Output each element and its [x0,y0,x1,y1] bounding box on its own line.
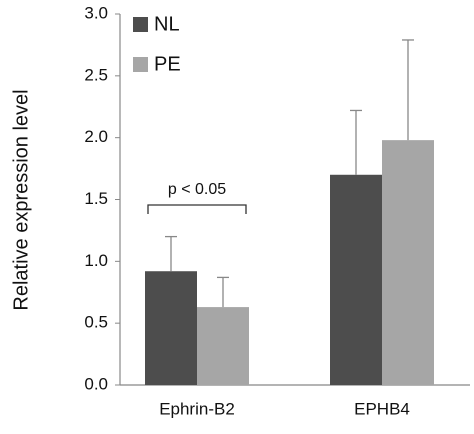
y-tick-label: 2.5 [84,65,108,84]
y-tick-label: 3.0 [84,3,108,22]
legend-label: PE [154,53,181,75]
legend-label: NL [154,13,180,35]
y-tick-label: 2.0 [84,127,108,146]
bar [145,271,197,385]
legend-swatch [133,57,148,72]
error-bar [402,39,414,141]
x-tick-label: Ephrin-B2 [159,399,235,418]
legend-swatch [133,17,148,32]
error-bar [165,235,177,272]
y-tick-label: 1.5 [84,189,108,208]
y-axis-label: Relative expression level [10,89,32,310]
y-tick-label: 0.5 [84,313,108,332]
bar [197,307,249,385]
y-tick-label: 1.0 [84,251,108,270]
bar [382,140,434,385]
annotation: p < 0.05 [168,181,226,198]
significance-bracket [147,204,247,214]
x-tick-label: EPHB4 [354,399,410,418]
y-tick-label: 0.0 [84,374,108,393]
bar [330,174,382,385]
error-bar [350,109,362,175]
error-bar [217,276,229,308]
